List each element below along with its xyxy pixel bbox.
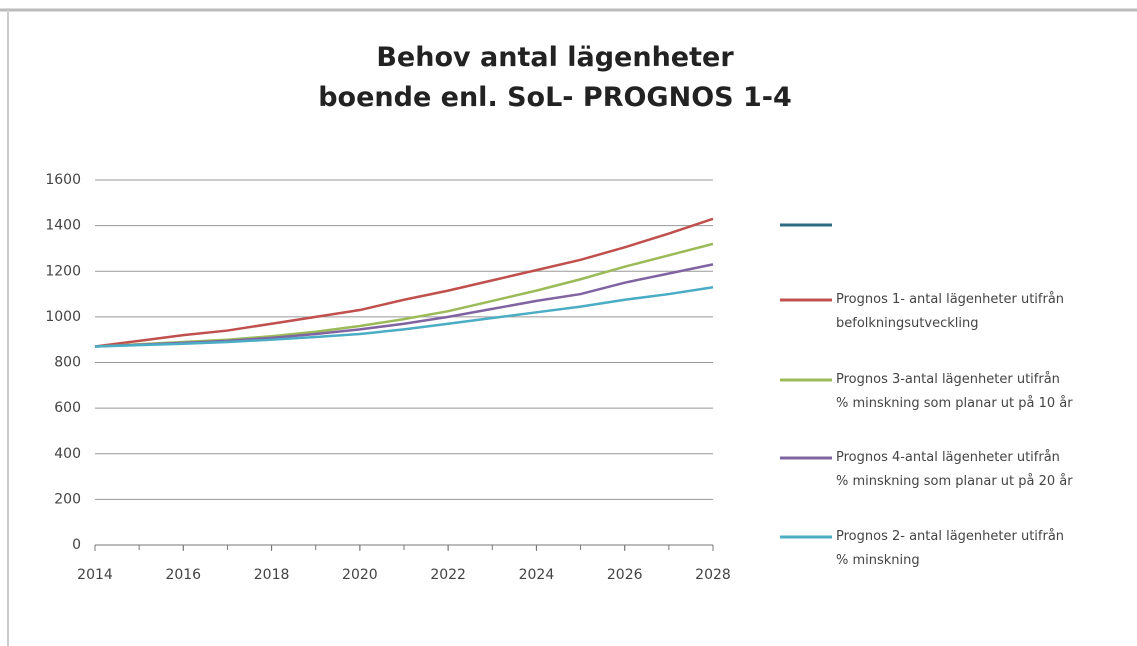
chart-title: Behov antal lägenheter boende enl. SoL- …: [318, 42, 792, 113]
series-line: [94, 285, 714, 348]
x-tick-label: 2028: [695, 567, 731, 583]
y-tick-label: 0: [72, 537, 81, 553]
y-tick-label: 800: [54, 355, 81, 371]
y-tick-label: 1600: [45, 172, 81, 188]
x-tick-label: 2020: [342, 567, 378, 583]
y-tick-label: 400: [54, 446, 81, 462]
legend-label: Prognos 3-antal lägenheter utifrån % min…: [836, 372, 1073, 411]
y-tick-label: 1200: [45, 263, 81, 279]
series-line: [94, 242, 714, 348]
x-tick-label: 2018: [254, 567, 290, 583]
x-tick-label: 2022: [430, 567, 466, 583]
x-tick-label: 2026: [607, 567, 643, 583]
y-tick-label: 200: [54, 491, 81, 507]
x-tick-label: 2014: [77, 567, 113, 583]
legend-label: Prognos 1- antal lägenheter utifrån befo…: [836, 292, 1065, 331]
legend-label: Prognos 2- antal lägenheter utifrån % mi…: [836, 529, 1065, 568]
y-tick-label: 600: [54, 400, 81, 416]
y-tick-label: 1400: [45, 218, 81, 234]
x-tick-label: 2016: [165, 567, 201, 583]
series-line: [94, 217, 714, 348]
x-tick-label: 2024: [519, 567, 555, 583]
y-tick-label: 1000: [45, 309, 81, 325]
legend-label: Prognos 4-antal lägenheter utifrån % min…: [836, 450, 1073, 489]
